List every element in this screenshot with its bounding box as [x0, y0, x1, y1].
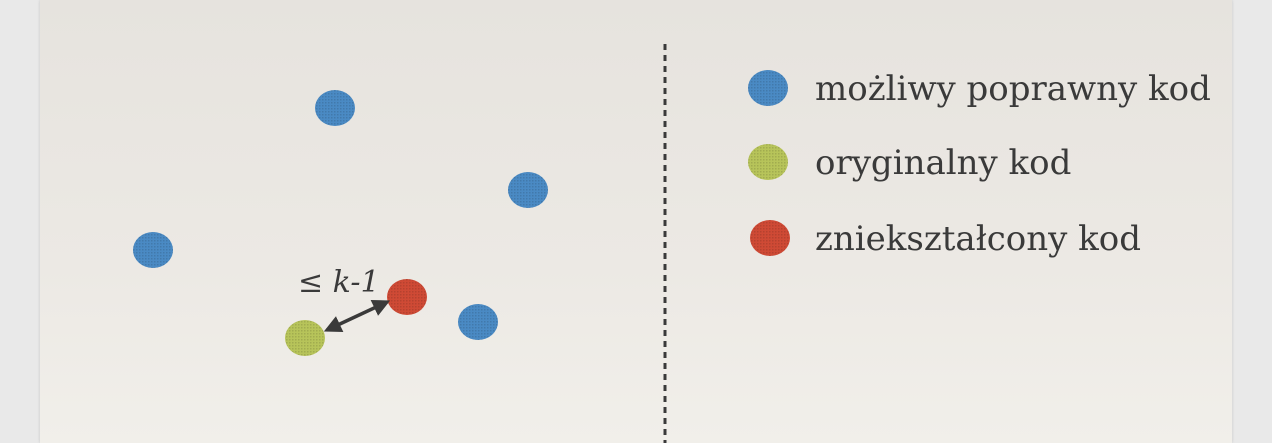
diagram-page: ≤ k-1 możliwy poprawny kod oryginalny ko… — [40, 0, 1232, 443]
dot-texture — [508, 172, 548, 208]
dot-texture — [748, 144, 788, 180]
dot-texture — [750, 220, 790, 256]
legend: możliwy poprawny kod oryginalny kod znie… — [748, 69, 1211, 259]
legend-label-possible: możliwy poprawny kod — [815, 69, 1211, 109]
legend-label-original: oryginalny kod — [815, 143, 1071, 183]
dot-texture — [748, 70, 788, 106]
dot-texture — [133, 232, 173, 268]
dot-texture — [458, 304, 498, 340]
code-distance-diagram: ≤ k-1 możliwy poprawny kod oryginalny ko… — [133, 44, 1211, 443]
distance-label: ≤ k-1 — [298, 265, 380, 300]
dot-texture — [315, 90, 355, 126]
dot-texture — [387, 279, 427, 315]
dot-texture — [285, 320, 325, 356]
legend-label-corrupted: zniekształcony kod — [815, 219, 1141, 259]
code-points — [133, 90, 548, 356]
distance-arrow — [323, 299, 391, 333]
